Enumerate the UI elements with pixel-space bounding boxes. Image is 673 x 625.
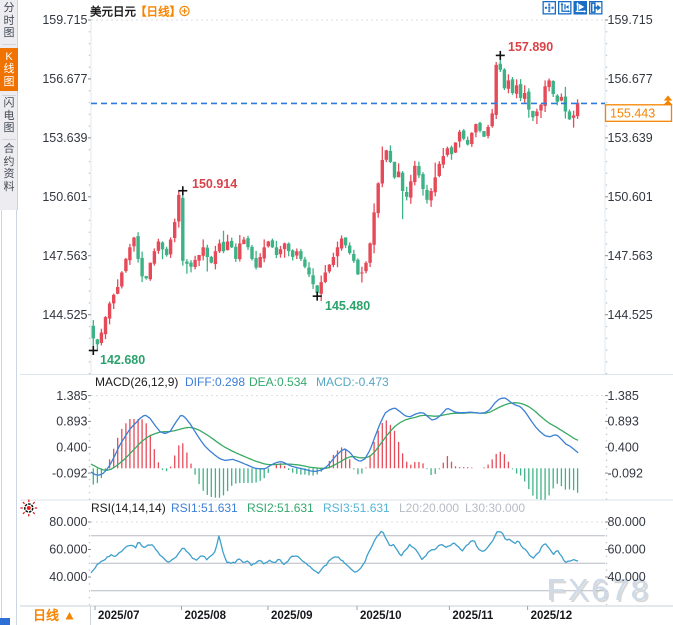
svg-text:145.480: 145.480 xyxy=(325,299,370,313)
svg-text:0.400: 0.400 xyxy=(56,441,87,455)
svg-text:MACD(26,12,9): MACD(26,12,9) xyxy=(95,375,178,389)
svg-text:40.000: 40.000 xyxy=(49,570,87,584)
svg-text:0.893: 0.893 xyxy=(608,415,639,429)
svg-text:-0.092: -0.092 xyxy=(608,466,643,480)
svg-text:DEA:0.534: DEA:0.534 xyxy=(249,375,307,389)
svg-text:144.525: 144.525 xyxy=(608,308,653,322)
svg-text:157.890: 157.890 xyxy=(508,40,553,54)
svg-text:2025/10: 2025/10 xyxy=(360,610,402,622)
svg-text:150.601: 150.601 xyxy=(42,190,87,204)
svg-text:147.563: 147.563 xyxy=(42,249,87,263)
svg-text:60.000: 60.000 xyxy=(49,543,87,557)
svg-text:0.893: 0.893 xyxy=(56,415,87,429)
svg-text:153.639: 153.639 xyxy=(42,131,87,145)
svg-text:2025/08: 2025/08 xyxy=(185,610,227,622)
svg-text:1.385: 1.385 xyxy=(56,389,87,403)
svg-text:159.715: 159.715 xyxy=(608,13,653,27)
svg-text:L20:20.000: L20:20.000 xyxy=(399,501,459,515)
svg-text:RSI3:51.631: RSI3:51.631 xyxy=(323,501,390,515)
svg-text:60.000: 60.000 xyxy=(608,543,646,557)
svg-text:2025/09: 2025/09 xyxy=(271,610,313,622)
svg-text:142.680: 142.680 xyxy=(100,353,145,367)
svg-text:【日线】: 【日线】 xyxy=(135,5,181,19)
svg-text:RSI1:51.631: RSI1:51.631 xyxy=(171,501,238,515)
svg-text:40.000: 40.000 xyxy=(608,570,646,584)
svg-text:FX678: FX678 xyxy=(549,574,653,609)
svg-text:-0.092: -0.092 xyxy=(52,466,87,480)
svg-text:L30:30.000: L30:30.000 xyxy=(465,501,525,515)
svg-text:150.601: 150.601 xyxy=(608,190,653,204)
svg-text:美元日元: 美元日元 xyxy=(90,5,136,19)
svg-text:RSI2:51.631: RSI2:51.631 xyxy=(247,501,314,515)
svg-text:150.914: 150.914 xyxy=(192,177,237,191)
svg-text:153.639: 153.639 xyxy=(608,131,653,145)
svg-text:144.525: 144.525 xyxy=(42,308,87,322)
svg-text:MACD:-0.473: MACD:-0.473 xyxy=(316,375,389,389)
svg-text:DIFF:0.298: DIFF:0.298 xyxy=(185,375,245,389)
svg-text:FX678: FX678 xyxy=(547,572,651,607)
svg-text:156.677: 156.677 xyxy=(608,72,653,86)
svg-text:2025/07: 2025/07 xyxy=(98,610,140,622)
svg-text:1.385: 1.385 xyxy=(608,389,639,403)
svg-text:80.000: 80.000 xyxy=(608,515,646,529)
svg-text:日线: 日线 xyxy=(33,608,59,623)
svg-text:147.563: 147.563 xyxy=(608,249,653,263)
svg-text:159.715: 159.715 xyxy=(42,13,87,27)
svg-text:156.677: 156.677 xyxy=(42,72,87,86)
svg-text:0.400: 0.400 xyxy=(608,441,639,455)
svg-text:2025/11: 2025/11 xyxy=(452,610,494,622)
svg-text:2025/12: 2025/12 xyxy=(531,610,573,622)
svg-text:RSI(14,14,14): RSI(14,14,14) xyxy=(91,501,166,515)
svg-text:155.443: 155.443 xyxy=(610,106,655,120)
svg-text:80.000: 80.000 xyxy=(49,515,87,529)
